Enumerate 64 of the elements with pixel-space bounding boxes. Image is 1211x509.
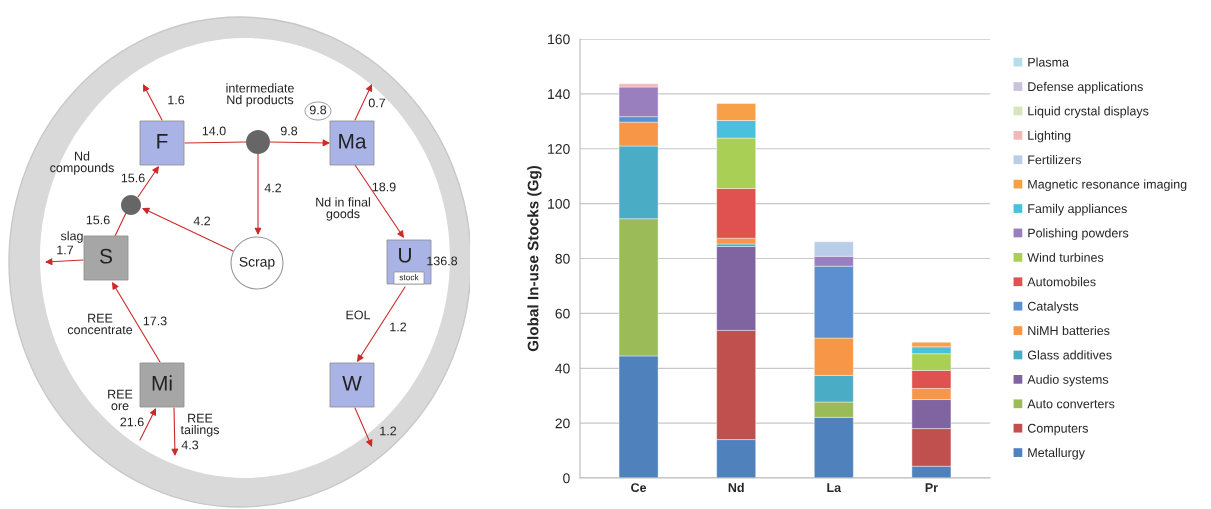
text: 4.3 [181,440,199,450]
text: 17.3 [143,316,167,326]
text: REE tailings [180,413,219,437]
text: Nd compounds [50,151,114,175]
text: 1.7 [57,245,74,255]
text: 15.6 [121,173,145,183]
text: 4.2 [193,216,211,226]
x-tick-label: Ce [631,483,647,493]
y-tick-label: 120 [548,144,570,154]
legend-label: Wind turbines [1027,252,1104,262]
legend-label: Metallurgy [1028,447,1085,460]
text: stock [399,274,419,281]
text: Mi [152,375,172,391]
legend-label: Automobiles [1027,277,1096,287]
legend-label: Audio systems [1027,374,1109,387]
y-tick-label: 0 [563,473,570,484]
x-tick-label: Nd [728,482,744,493]
legend-label: Catalysts [1027,301,1079,314]
text: 9.8 [309,105,327,115]
text: 1.2 [380,426,397,436]
text: 1.2 [390,322,407,332]
text: REE ore [108,389,133,411]
legend-label: Fertilizers [1028,155,1082,165]
legend-label: Liquid crystal displays [1028,106,1149,118]
text: 4.2 [264,183,282,193]
text: 14.0 [202,126,226,136]
y-tick-label: 80 [555,253,570,264]
text: Scrap [239,256,275,270]
text: slag [60,231,83,243]
text: 9.8 [280,126,298,136]
text: S [100,248,112,264]
legend-label: Defense applications [1028,81,1143,94]
legend-label: Plasma [1028,57,1069,67]
legend-label: NiMH batteries [1028,325,1110,336]
text: F [157,134,168,149]
text: U [399,248,411,263]
y-tick-label: 100 [548,198,570,209]
legend-label: Polishing powders [1028,228,1129,240]
y-tick-label: 60 [555,308,570,319]
text: EOL [346,310,371,320]
legend-label: Magnetic resonance imaging [1028,179,1187,192]
x-tick-label: La [827,483,842,493]
text: Nd in final goods [316,197,370,221]
legend-label: Lighting [1028,130,1071,143]
text: REE concentrate [67,313,133,335]
text: intermediate Nd products [226,83,294,107]
y-tick-label: 20 [555,418,570,429]
legend-label: Family appliances [1028,203,1127,216]
y-axis-title: Global In-use Stocks (Gg) [527,165,542,352]
text: 15.6 [86,215,110,225]
y-tick-label: 140 [548,89,570,100]
legend-label: Glass additives [1027,350,1112,360]
y-tick-label: 160 [548,34,570,45]
text: W [342,376,362,391]
legend-label: Auto converters [1027,399,1115,409]
x-tick-label: Pr [925,483,938,492]
text: 1.6 [168,95,185,105]
legend-label: Computers [1027,423,1088,436]
text: 18.9 [372,182,396,192]
y-tick-label: 40 [555,363,570,374]
text: 0.7 [368,98,386,108]
text: 21.6 [120,417,144,427]
text: Ma [339,134,367,149]
text: 136.8 [427,256,458,266]
